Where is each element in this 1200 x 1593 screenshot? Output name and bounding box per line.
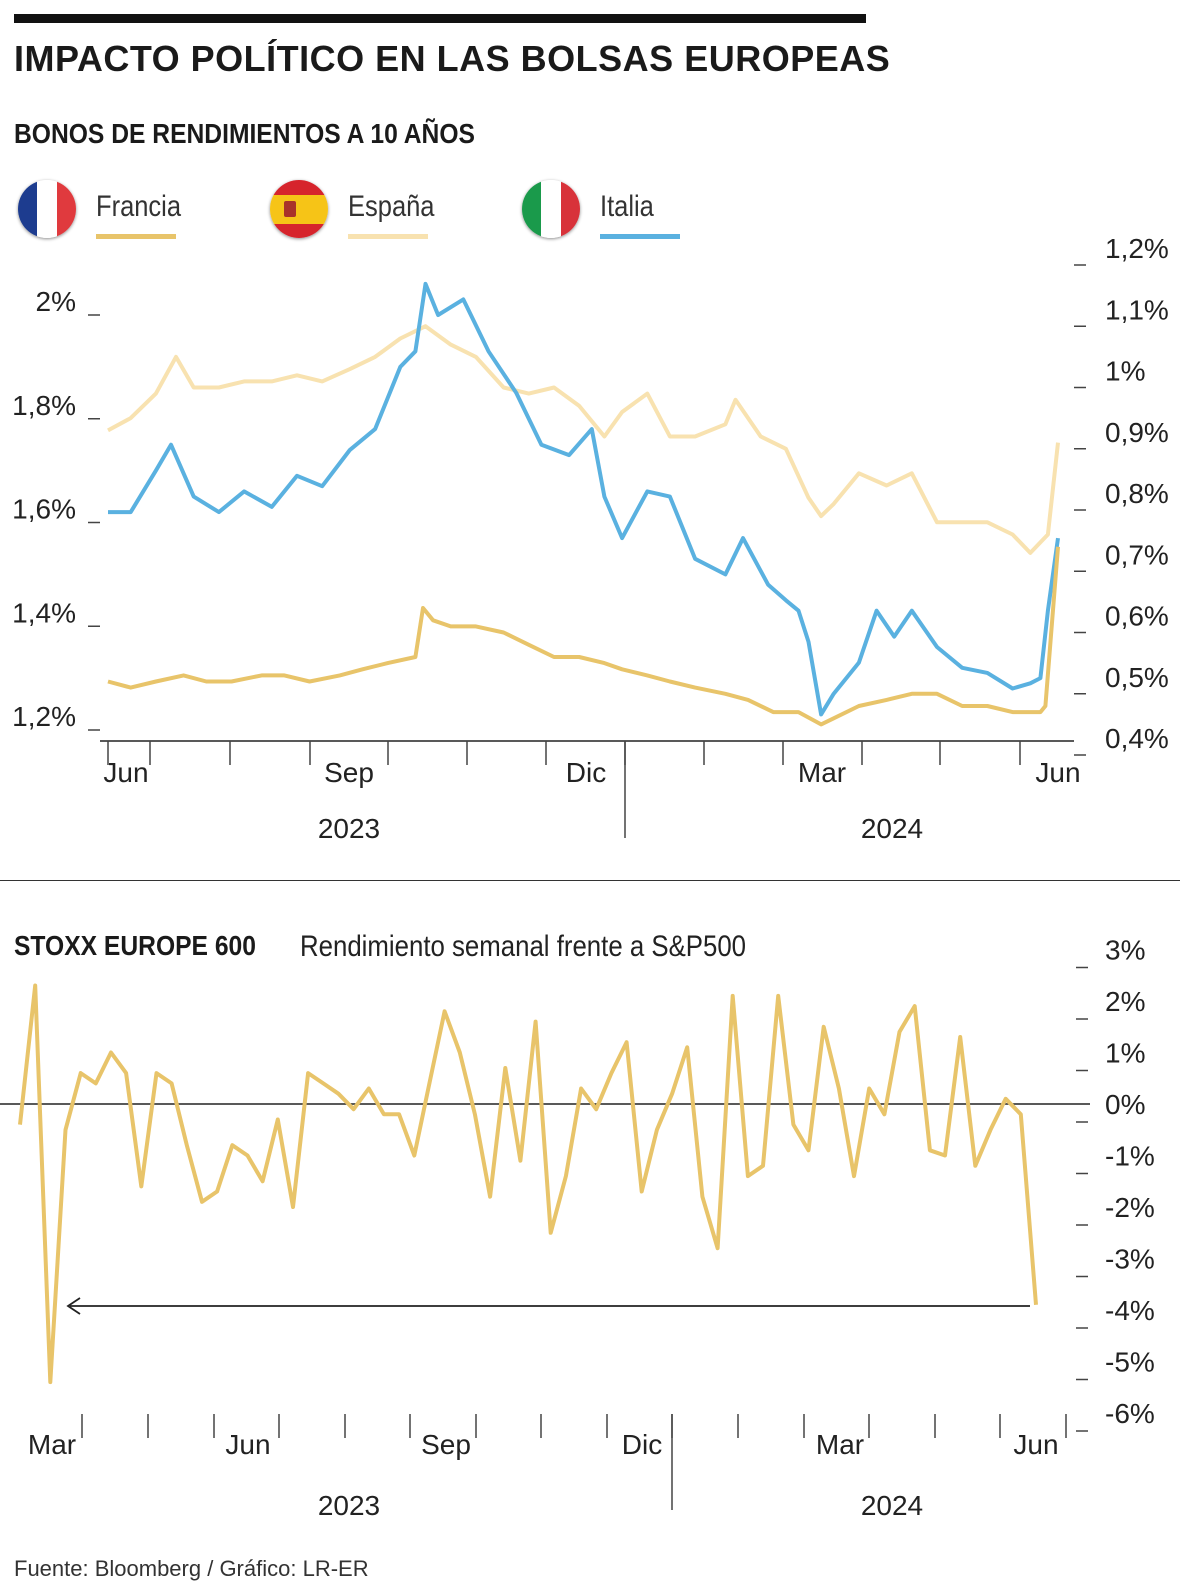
y-tick-label: 3% [1105,935,1145,966]
legend-item-espana: España [270,180,470,242]
y-right-tick-label: 1,1% [1105,294,1169,325]
y-right-tick-label: 0,9% [1105,417,1169,448]
y-left-tick-label: 1,8% [12,390,76,421]
year-label: 2023 [318,813,380,844]
italy-flag-icon [522,180,580,238]
y-left-tick-label: 2% [36,286,76,317]
y-right-tick-label: 1,2% [1105,233,1169,264]
y-right-tick-label: 1% [1105,356,1145,387]
series-line-francia [107,546,1060,727]
y-tick-label: -2% [1105,1192,1155,1223]
year-label: 2024 [861,1490,923,1521]
x-tick-label: Sep [324,757,374,788]
france-flag-icon [18,180,76,238]
y-tick-label: 1% [1105,1038,1145,1069]
legend-item-francia: Francia [18,180,218,242]
series-line-españa [107,324,1060,555]
year-label: 2023 [318,1490,380,1521]
y-right-tick-label: 0,8% [1105,478,1169,509]
x-tick-label: Mar [28,1429,76,1460]
y-tick-label: 2% [1105,986,1145,1017]
spain-flag-icon [270,180,328,238]
series-line-stoxx [18,983,1038,1385]
y-right-tick-label: 0,6% [1105,601,1169,632]
y-right-tick-label: 0,5% [1105,662,1169,693]
legend-label-francia: Francia [96,190,182,223]
y-tick-label: -5% [1105,1347,1155,1378]
x-tick-label: Sep [421,1429,471,1460]
legend-swatch-francia [96,234,176,239]
legend-item-italia: Italia [522,180,722,242]
y-tick-label: -3% [1105,1244,1155,1275]
x-tick-label: Jun [1035,757,1080,788]
legend-label-espana: España [348,190,435,223]
x-tick-label: Jun [103,757,148,788]
x-tick-label: Mar [816,1429,864,1460]
year-label: 2024 [861,813,923,844]
y-left-tick-label: 1,6% [12,494,76,525]
x-tick-label: Jun [1013,1429,1058,1460]
y-left-tick-label: 1,2% [12,701,76,732]
chart2-title: STOXX EUROPE 600 [14,930,256,961]
y-tick-label: -1% [1105,1141,1155,1172]
y-tick-label: 0% [1105,1089,1145,1120]
annotation-arrow-head [66,1297,81,1315]
legend-swatch-espana [348,234,428,239]
legend-label-italia: Italia [600,190,654,223]
x-tick-label: Jun [225,1429,270,1460]
chart2-subtitle: Rendimiento semanal frente a S&P500 [300,930,747,963]
page-title: IMPACTO POLÍTICO EN LAS BOLSAS EUROPEAS [14,38,891,79]
bond-yield-chart: 2% 1,8% 1,6% 1,4% 1,2% 1,2% 1,1% 1% 0,9% 0,8% 0,7%… [12,233,1169,844]
x-tick-label: Dic [622,1429,662,1460]
series-line-italia [108,281,1060,717]
y-left-tick-label: 1,4% [12,597,76,628]
x-tick-label: Mar [798,757,846,788]
section-divider [0,880,1180,881]
y-right-tick-label: 0,7% [1105,539,1169,570]
legend-swatch-italia [600,234,680,239]
source-note: Fuente: Bloomberg / Gráfico: LR-ER [14,1556,369,1581]
y-tick-label: -6% [1105,1398,1155,1429]
y-right-tick-label: 0,4% [1105,723,1169,754]
y-tick-label: -4% [1105,1295,1155,1326]
x-tick-label: Dic [566,757,606,788]
top-rule [14,14,866,23]
chart1-title: BONOS DE RENDIMIENTOS A 10 AÑOS [14,118,475,149]
